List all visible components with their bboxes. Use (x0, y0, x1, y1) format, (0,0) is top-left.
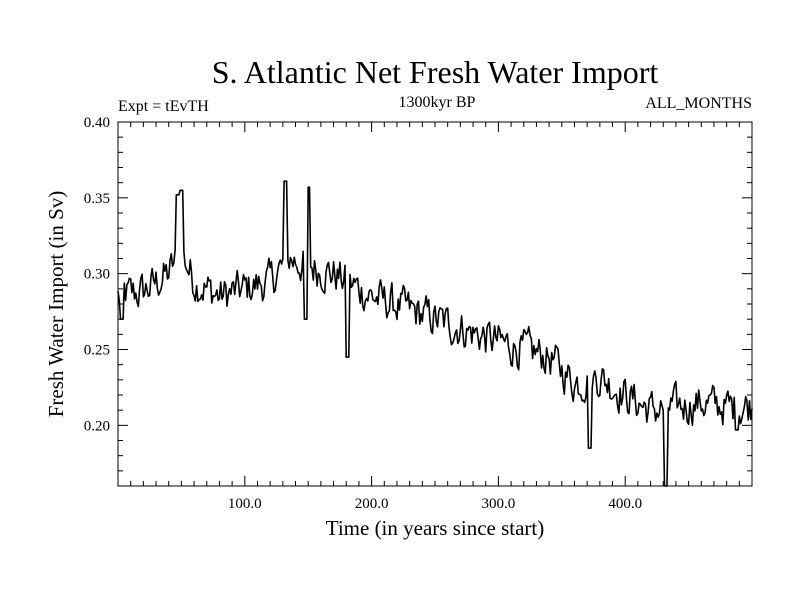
period-label: 1300kyr BP (399, 94, 476, 111)
x-axis: 100.0 200.0 300.0 400.0 (228, 122, 642, 512)
y-tick-label: 0.40 (84, 115, 110, 131)
months-label: ALL_MONTHS (645, 95, 752, 112)
experiment-label: Expt = tEvTH (118, 98, 209, 115)
y-tick-label: 0.20 (84, 418, 110, 434)
plot-frame (117, 121, 753, 487)
minor-ticks (118, 122, 752, 486)
series-line-fresh-water-import (117, 180, 753, 487)
y-axis: 0.40 0.35 0.30 0.25 0.20 (84, 115, 752, 434)
x-tick-label: 300.0 (482, 496, 516, 512)
x-tick-label: 100.0 (228, 496, 262, 512)
y-tick-label: 0.30 (84, 267, 110, 283)
y-axis-label: Fresh Water Import (in Sv) (44, 191, 68, 418)
y-tick-label: 0.25 (84, 343, 110, 359)
x-tick-label: 200.0 (355, 496, 389, 512)
x-tick-label: 400.0 (608, 496, 642, 512)
y-tick-label: 0.35 (84, 191, 110, 207)
chart-title: S. Atlantic Net Fresh Water Import (212, 54, 659, 90)
x-axis-label: Time (in years since start) (326, 516, 545, 540)
